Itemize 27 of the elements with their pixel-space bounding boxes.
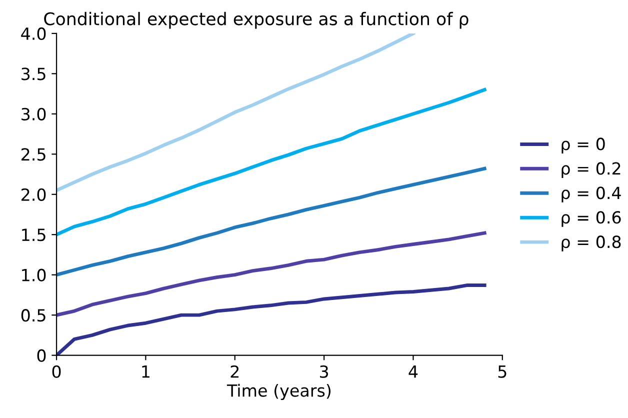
legend-label: ρ = 0.2: [562, 162, 620, 178]
x-axis-title: Time (years): [226, 384, 330, 400]
x-tick-label: 5: [498, 366, 506, 378]
y-tick-label: 0.5: [21, 309, 46, 322]
x-tick-label: 4: [408, 366, 418, 378]
legend-label: ρ = 0.8: [562, 236, 621, 252]
y-tick-label: 0: [37, 349, 46, 362]
y-tick-label: 3.0: [22, 108, 46, 120]
y-tick-label: 4.0: [21, 27, 46, 40]
x-tick-label: 1: [142, 366, 150, 378]
y-tick-label: 3.5: [22, 68, 46, 80]
x-tick-label: 2: [230, 365, 239, 378]
legend-label: ρ = 0.6: [562, 211, 621, 227]
line-series: [56, 231, 486, 317]
y-tick-label: 2.5: [22, 148, 46, 161]
legend-label: ρ = 0.4: [562, 186, 621, 202]
y-tick-label: 2.0: [22, 188, 46, 201]
line-series: [56, 33, 415, 192]
line-series: [56, 284, 486, 356]
y-tick-label: 1.5: [22, 228, 46, 242]
chart-title: Conditional expected exposure as a function of ρ: [44, 12, 468, 29]
x-tick-label: 3: [320, 365, 328, 378]
line-series: [56, 88, 486, 236]
x-tick-label: 0: [52, 365, 61, 378]
y-tick-label: 1.0: [22, 268, 46, 282]
line-series: [56, 166, 486, 277]
legend-label: ρ = 0: [562, 138, 605, 154]
